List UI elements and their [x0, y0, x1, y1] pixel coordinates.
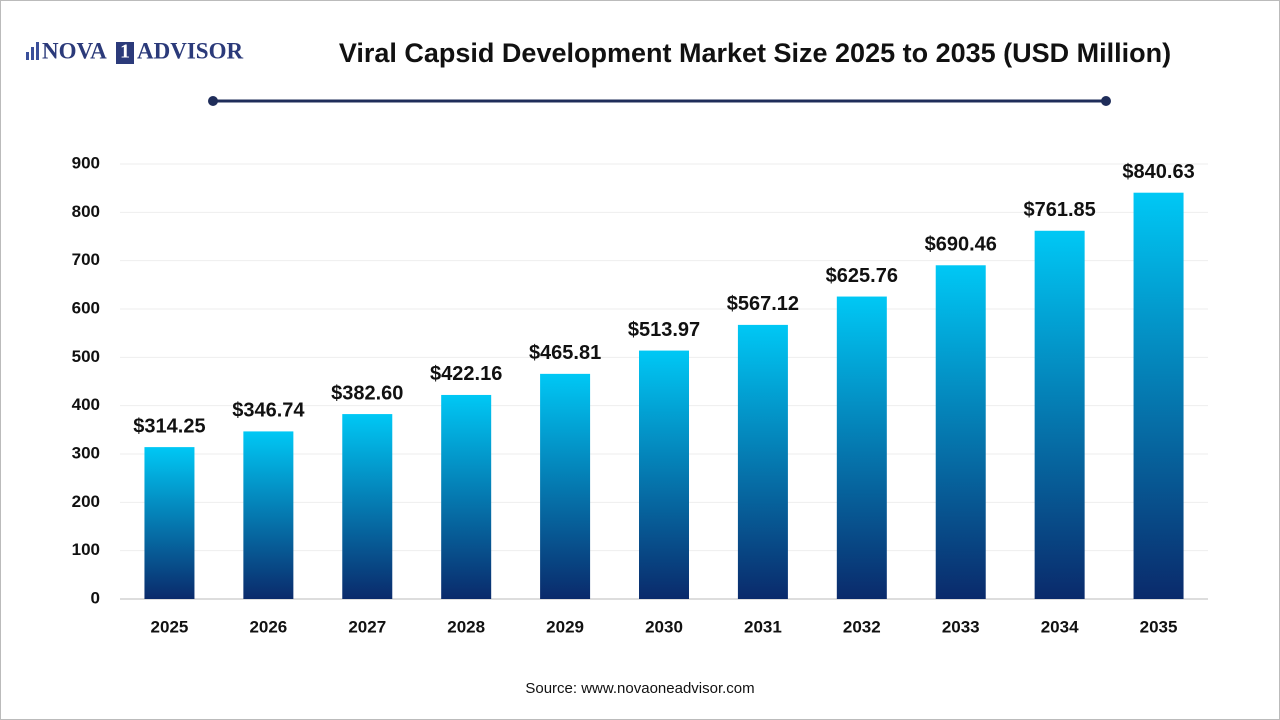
x-tick-label: 2030 — [645, 617, 683, 636]
logo-bar — [26, 52, 29, 60]
data-label: $346.74 — [232, 400, 305, 422]
bar — [737, 324, 788, 599]
data-label: $513.97 — [628, 319, 700, 341]
y-tick-label: 100 — [72, 540, 100, 559]
x-tick-label: 2029 — [546, 617, 584, 636]
bar — [639, 350, 689, 599]
chart-title: Viral Capsid Development Market Size 202… — [339, 38, 1171, 68]
y-tick-label: 300 — [72, 443, 100, 462]
y-tick-label: 0 — [91, 588, 100, 607]
x-tick-label: 2033 — [942, 617, 980, 636]
x-tick-label: 2035 — [1140, 617, 1178, 636]
logo-text: NOVA — [42, 38, 107, 63]
x-tick-label: 2025 — [151, 617, 189, 636]
logo: NOVA 1 ADVISOR — [26, 38, 243, 64]
source: Source: www.novaoneadvisor.com — [525, 680, 754, 697]
y-tick-label: 900 — [72, 153, 100, 172]
data-label: $625.76 — [826, 265, 898, 287]
y-tick-label: 700 — [72, 250, 100, 269]
x-tick-label: 2034 — [1041, 617, 1079, 636]
rule-dot — [1101, 96, 1111, 106]
x-tick-label: 2028 — [447, 617, 485, 636]
rule-dot — [208, 96, 218, 106]
bar — [243, 431, 294, 599]
x-tick-label: 2032 — [843, 617, 881, 636]
data-label: $690.46 — [925, 234, 997, 256]
bar — [540, 373, 591, 599]
bar — [935, 265, 986, 599]
logo-bar — [31, 47, 34, 60]
data-label: $761.85 — [1023, 199, 1095, 221]
x-tick-label: 2026 — [249, 617, 287, 636]
bar — [441, 394, 492, 599]
logo-bar — [36, 42, 39, 60]
bar — [144, 447, 195, 599]
y-tick-label: 400 — [72, 395, 100, 414]
y-tick-label: 500 — [72, 347, 100, 366]
bar — [1133, 192, 1184, 599]
data-label: $314.25 — [133, 415, 205, 437]
bar — [1034, 230, 1085, 599]
bar — [836, 296, 887, 599]
y-tick-label: 600 — [72, 298, 100, 317]
logo-box — [116, 42, 134, 64]
y-tick-label: 200 — [72, 492, 100, 511]
logo-mark: 1 — [120, 41, 130, 63]
data-label: $382.60 — [331, 382, 403, 404]
x-tick-label: 2027 — [348, 617, 386, 636]
logo-text: ADVISOR — [137, 38, 243, 63]
bar — [342, 414, 393, 599]
x-tick-label: 2031 — [744, 617, 782, 636]
data-label: $567.12 — [727, 293, 799, 315]
y-tick-label: 800 — [72, 202, 100, 221]
data-label: $840.63 — [1122, 161, 1194, 183]
data-label: $422.16 — [430, 363, 502, 385]
data-label: $465.81 — [529, 342, 601, 364]
